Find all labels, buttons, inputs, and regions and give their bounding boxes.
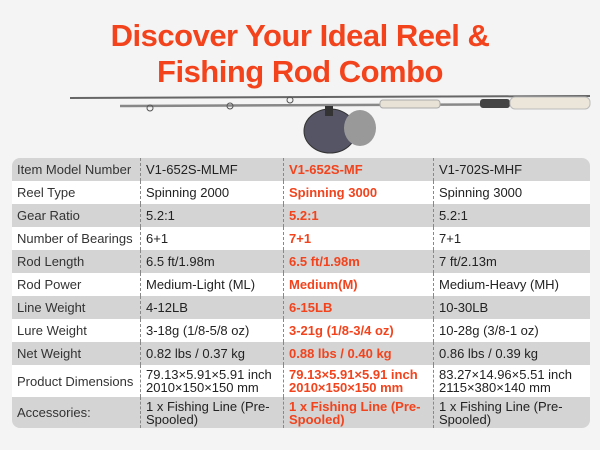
row-label: Lure Weight — [12, 319, 141, 342]
rod-reel-image — [69, 95, 591, 154]
cell-c2: Medium(M) — [283, 273, 434, 296]
cell-c1: 4-12LB — [140, 296, 284, 319]
table-row: Rod Power Medium-Light (ML) Medium(M) Mediu… — [12, 273, 590, 296]
cell-c2: 1 x Fishing Line (Pre-Spooled) — [283, 397, 434, 428]
cell-c2: 3-21g (1/8-3/4 oz) — [283, 319, 434, 342]
cell-c3: 7 ft/2.13m — [433, 250, 590, 273]
row-label: Number of Bearings — [12, 227, 141, 250]
cell-c3: V1-702S-MHF — [433, 158, 590, 181]
cell-c1: 79.13×5.91×5.91 inch 2010×150×150 mm — [140, 365, 284, 397]
cell-c1: 5.2:1 — [140, 204, 284, 227]
row-label: Rod Length — [12, 250, 141, 273]
cell-c3: 5.2:1 — [433, 204, 590, 227]
cell-c3: 83.27×14.96×5.51 inch 2115×380×140 mm — [433, 365, 590, 397]
table-row: Net Weight 0.82 lbs / 0.37 kg 0.88 lbs / 0… — [12, 342, 590, 365]
cell-c1: Medium-Light (ML) — [140, 273, 284, 296]
cell-c1: V1-652S-MLMF — [140, 158, 284, 181]
row-label: Line Weight — [12, 296, 141, 319]
cell-c1: 6+1 — [140, 227, 284, 250]
cell-c3: 0.86 lbs / 0.39 kg — [433, 342, 590, 365]
cell-c2: V1-652S-MF — [283, 158, 434, 181]
table-row: Number of Bearings 6+1 7+1 7+1 — [12, 227, 590, 250]
title-line-1: Discover Your Ideal Reel & — [110, 18, 490, 53]
cell-c3: 1 x Fishing Line (Pre-Spooled) — [433, 397, 590, 428]
row-label: Rod Power — [12, 273, 141, 296]
cell-c2: 0.88 lbs / 0.40 kg — [283, 342, 434, 365]
cell-c2: 6-15LB — [283, 296, 434, 319]
cell-c2: 6.5 ft/1.98m — [283, 250, 434, 273]
table-row: Item Model Number V1-652S-MLMF V1-652S-MF V… — [12, 158, 590, 181]
table-row: Rod Length 6.5 ft/1.98m 6.5 ft/1.98m 7 ft/2… — [12, 250, 590, 273]
row-label: Gear Ratio — [12, 204, 141, 227]
row-label: Accessories: — [12, 397, 141, 428]
title-line-2: Fishing Rod Combo — [157, 54, 443, 89]
cell-c3: 10-28g (3/8-1 oz) — [433, 319, 590, 342]
table-row: Gear Ratio 5.2:1 5.2:1 5.2:1 — [12, 204, 590, 227]
cell-c3: Spinning 3000 — [433, 181, 590, 204]
row-label: Net Weight — [12, 342, 141, 365]
table-row: Accessories: 1 x Fishing Line (Pre-Spoole… — [12, 397, 590, 428]
table-row: Lure Weight 3-18g (1/8-5/8 oz) 3-21g (1/8-… — [12, 319, 590, 342]
cell-c2: 79.13×5.91×5.91 inch 2010×150×150 mm — [283, 365, 434, 397]
table-row: Line Weight 4-12LB 6-15LB 10-30LB — [12, 296, 590, 319]
cell-c1: 6.5 ft/1.98m — [140, 250, 284, 273]
row-label: Item Model Number — [12, 158, 141, 181]
table-row: Product Dimensions 79.13×5.91×5.91 inch 2… — [12, 365, 590, 397]
cell-c1: 1 x Fishing Line (Pre-Spooled) — [140, 397, 284, 428]
cell-c1: 3-18g (1/8-5/8 oz) — [140, 319, 284, 342]
cell-c1: Spinning 2000 — [140, 181, 284, 204]
row-label: Reel Type — [12, 181, 141, 204]
cell-c2: 5.2:1 — [283, 204, 434, 227]
cell-c3: 10-30LB — [433, 296, 590, 319]
cell-c2: Spinning 3000 — [283, 181, 434, 204]
table-row: Reel Type Spinning 2000 Spinning 3000 Spinn… — [12, 181, 590, 204]
row-label: Product Dimensions — [12, 365, 141, 397]
cell-c2: 7+1 — [283, 227, 434, 250]
cell-c3: Medium-Heavy (MH) — [433, 273, 590, 296]
comparison-table: Item Model Number V1-652S-MLMF V1-652S-MF V… — [12, 158, 590, 428]
cell-c3: 7+1 — [433, 227, 590, 250]
page-title: Discover Your Ideal Reel & Fishing Rod C… — [0, 18, 600, 90]
cell-c1: 0.82 lbs / 0.37 kg — [140, 342, 284, 365]
